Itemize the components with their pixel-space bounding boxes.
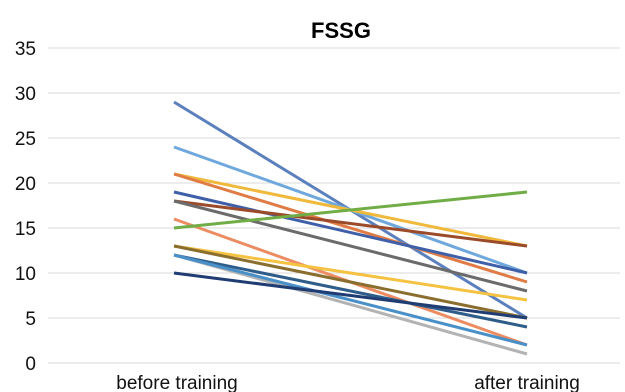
series-line-10 <box>173 244 528 302</box>
x-tick-label: after training <box>474 373 580 392</box>
series-lines <box>173 100 528 356</box>
y-tick-label: 35 <box>15 39 36 60</box>
series-line-12 <box>173 253 528 329</box>
y-tick-labels: 0 5 10 15 20 25 30 35 <box>15 39 36 375</box>
series-line-11 <box>173 244 528 320</box>
y-tick-label: 20 <box>15 174 36 195</box>
x-tick-labels: before training after training <box>116 373 580 392</box>
series-line-14 <box>173 253 528 347</box>
series-line-7 <box>173 199 528 293</box>
series-line-4 <box>173 172 528 284</box>
series-line-15 <box>173 271 528 320</box>
series-line-5 <box>173 190 528 275</box>
y-tick-label: 0 <box>25 354 36 375</box>
y-tick-label: 10 <box>15 264 36 285</box>
x-tick-label: before training <box>116 373 237 392</box>
grid-lines <box>48 47 620 364</box>
series-line-9 <box>173 190 528 230</box>
series-line-6 <box>173 199 528 248</box>
y-tick-label: 15 <box>15 219 36 240</box>
y-tick-label: 25 <box>15 129 36 150</box>
y-tick-label: 30 <box>15 84 36 105</box>
chart-title: FSSG <box>311 18 371 43</box>
y-tick-label: 5 <box>25 309 36 330</box>
